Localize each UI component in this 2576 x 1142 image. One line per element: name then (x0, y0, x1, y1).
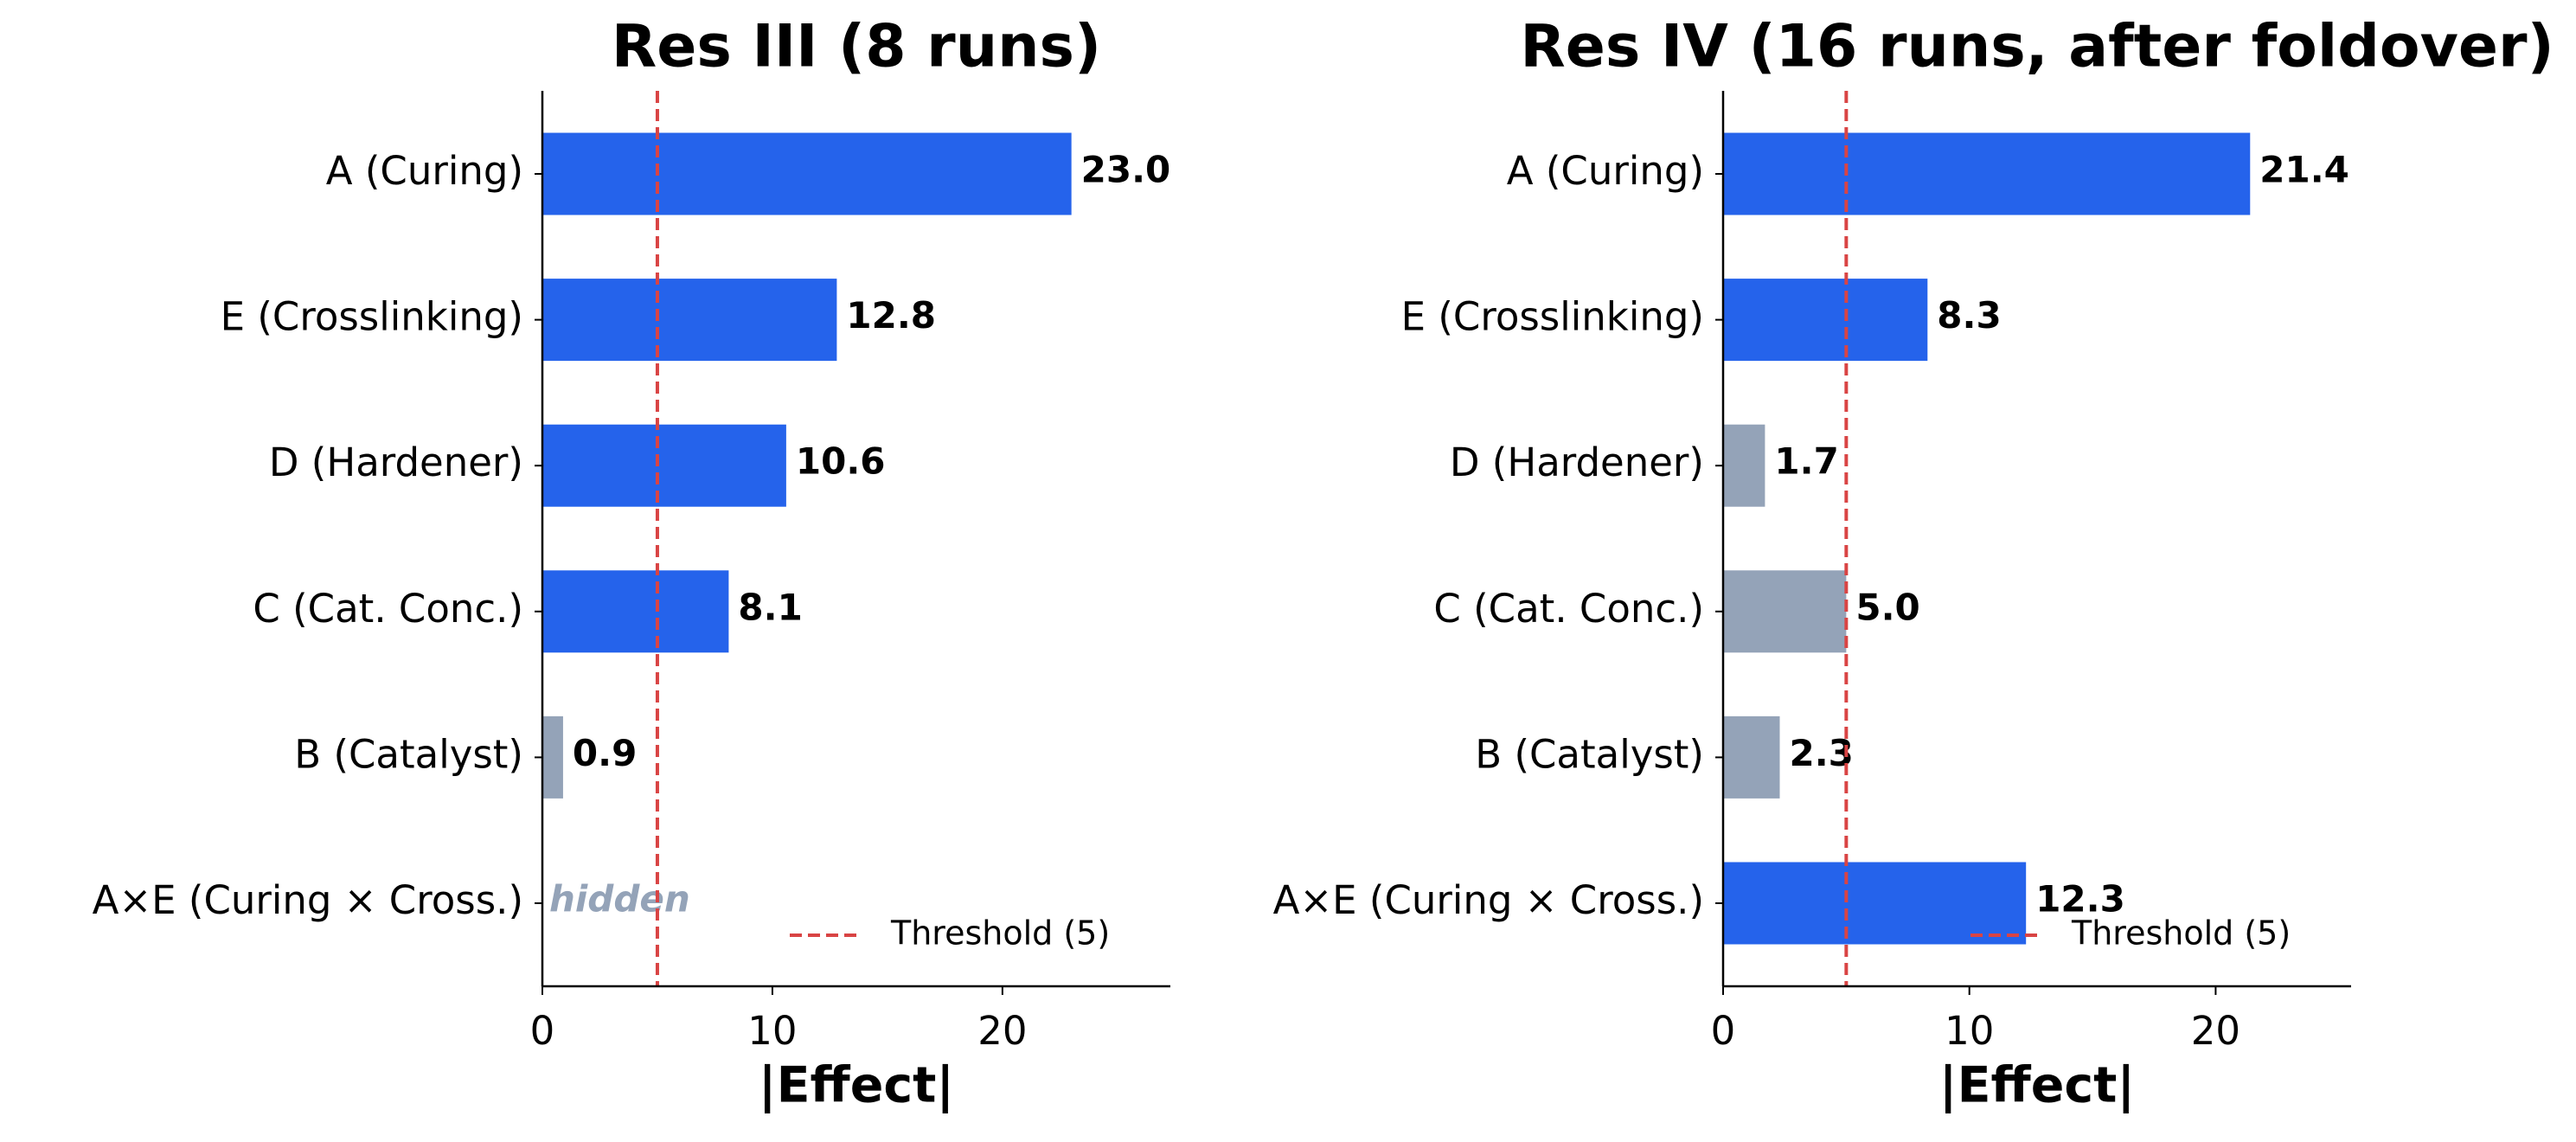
chart-title: Res III (8 runs) (612, 13, 1101, 81)
annotation: hidden (549, 878, 690, 921)
y-tick-label: D (Hardener) (1450, 439, 1704, 485)
bar (1723, 570, 1847, 653)
bar (1723, 424, 1765, 507)
x-tick-label: 20 (977, 1008, 1027, 1054)
x-tick-label: 0 (530, 1008, 555, 1054)
x-axis-label: |Effect| (1939, 1057, 2135, 1115)
y-tick-label: D (Hardener) (269, 439, 523, 485)
bar (1723, 132, 2251, 215)
value-label: 23.0 (1081, 149, 1171, 191)
bar (1723, 715, 1780, 799)
x-tick-label: 20 (2191, 1008, 2240, 1054)
bar (1723, 279, 1928, 362)
bar (542, 279, 837, 362)
legend-label: Threshold (5) (2071, 914, 2291, 953)
y-tick-label: C (Cat. Conc.) (1433, 586, 1704, 632)
value-label: 1.7 (1774, 440, 1838, 483)
y-tick-label: E (Crosslinking) (221, 294, 523, 340)
bar (542, 715, 563, 799)
value-label: 12.3 (2035, 878, 2125, 921)
y-tick-label: B (Catalyst) (1475, 731, 1704, 777)
y-tick-label: A (Curing) (326, 148, 523, 194)
y-tick-label: E (Crosslinking) (1401, 294, 1704, 340)
bar (542, 132, 1072, 215)
y-tick-label: C (Cat. Conc.) (253, 586, 523, 632)
bar (542, 570, 729, 653)
y-tick-label: A×E (Curing × Cross.) (1273, 877, 1704, 923)
y-tick-label: B (Catalyst) (294, 731, 523, 777)
x-tick-label: 10 (747, 1008, 797, 1054)
value-label: 8.3 (1937, 294, 2001, 337)
bar (1723, 862, 2027, 945)
value-label: 2.3 (1789, 732, 1853, 774)
y-tick-label: A (Curing) (1507, 148, 1704, 194)
chart-title: Res IV (16 runs, after foldover) (1520, 13, 2554, 81)
x-axis-label: |Effect| (759, 1057, 954, 1115)
value-label: 10.6 (796, 440, 886, 483)
value-label: 8.1 (738, 586, 802, 628)
legend-label: Threshold (5) (890, 914, 1110, 953)
value-label: 21.4 (2259, 149, 2349, 191)
value-label: 5.0 (1855, 586, 1919, 628)
x-tick-label: 0 (1711, 1008, 1736, 1054)
bar (542, 424, 786, 507)
value-label: 0.9 (573, 732, 637, 774)
x-tick-label: 10 (1945, 1008, 1994, 1054)
value-label: 12.8 (846, 294, 936, 337)
y-tick-label: A×E (Curing × Cross.) (93, 877, 523, 923)
